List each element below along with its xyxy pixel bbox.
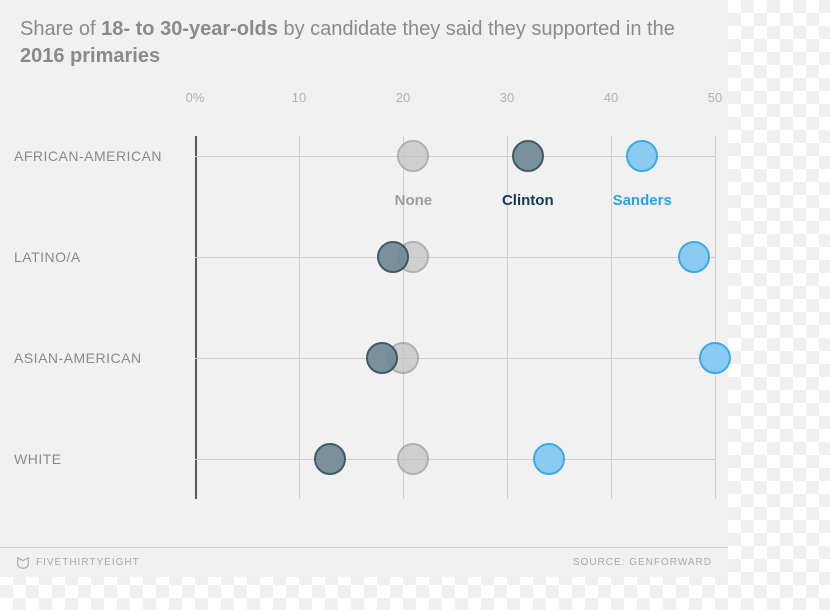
legend-label-clinton: Clinton bbox=[502, 192, 554, 209]
x-tick-label: 50 bbox=[708, 90, 722, 105]
title-bold-1: 18- to 30-year-olds bbox=[101, 18, 278, 40]
legend-label-sanders: Sanders bbox=[613, 192, 672, 209]
dot-sanders bbox=[533, 443, 565, 475]
x-tick-label: 10 bbox=[292, 90, 306, 105]
dot-sanders bbox=[699, 342, 731, 374]
category-label: ASIAN-AMERICAN bbox=[14, 350, 142, 366]
brand-label: FIVETHIRTYEIGHT bbox=[36, 557, 140, 568]
gridline-horizontal bbox=[195, 358, 715, 359]
dot-clinton bbox=[377, 241, 409, 273]
dot-clinton bbox=[314, 443, 346, 475]
category-label: LATINO/A bbox=[14, 249, 81, 265]
legend-label-none: None bbox=[395, 192, 433, 209]
category-label: WHITE bbox=[14, 451, 62, 467]
gridline-vertical bbox=[715, 136, 716, 499]
title-bold-2: 2016 primaries bbox=[20, 45, 160, 67]
dot-clinton bbox=[366, 342, 398, 374]
x-tick-label: 0% bbox=[186, 90, 205, 105]
dot-none bbox=[397, 443, 429, 475]
x-tick-label: 20 bbox=[396, 90, 410, 105]
brand: FIVETHIRTYEIGHT bbox=[16, 556, 140, 570]
category-label: AFRICAN-AMERICAN bbox=[14, 148, 162, 164]
plot-area: 0% 10 20 30 40 50 AFRICAN-AMERICAN LATINO/A ASIA… bbox=[0, 90, 728, 530]
chart-panel: Share of 18- to 30-year-olds by candidat… bbox=[0, 0, 728, 577]
title-text-2: by candidate they said they supported in… bbox=[278, 18, 675, 40]
title-text-1: Share of bbox=[20, 18, 101, 40]
dot-sanders bbox=[678, 241, 710, 273]
x-tick-label: 40 bbox=[604, 90, 618, 105]
x-tick-label: 30 bbox=[500, 90, 514, 105]
dot-clinton bbox=[512, 140, 544, 172]
source-label: SOURCE: GENFORWARD bbox=[573, 557, 712, 568]
gridline-vertical bbox=[299, 136, 300, 499]
dot-sanders bbox=[626, 140, 658, 172]
zero-line bbox=[195, 136, 197, 499]
gridline-vertical bbox=[507, 136, 508, 499]
chart-title: Share of 18- to 30-year-olds by candidat… bbox=[20, 16, 708, 70]
gridline-vertical bbox=[611, 136, 612, 499]
gridline-horizontal bbox=[195, 257, 715, 258]
gridline-horizontal bbox=[195, 459, 715, 460]
fox-icon bbox=[16, 556, 30, 570]
dot-none bbox=[397, 140, 429, 172]
chart-footer: FIVETHIRTYEIGHT SOURCE: GENFORWARD bbox=[0, 547, 728, 577]
